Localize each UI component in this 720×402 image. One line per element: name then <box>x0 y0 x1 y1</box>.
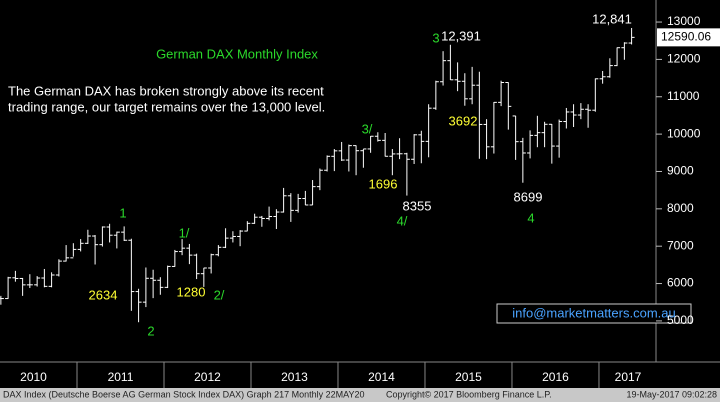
annotation: 1280 <box>177 284 206 299</box>
annotation: 4 <box>527 210 534 225</box>
x-tick-label: 2011 <box>108 370 134 384</box>
x-tick-label: 2015 <box>455 370 482 384</box>
y-tick-label: 6000 <box>667 276 694 290</box>
contact: info@marketmatters.com.au <box>512 305 675 320</box>
y-tick-label: 9000 <box>667 164 694 178</box>
x-tick-label: 2013 <box>281 370 308 384</box>
subtitle-line: The German DAX has broken strongly above… <box>8 83 324 98</box>
footer-text: Copyright© 2017 Bloomberg Finance L.P. <box>386 389 552 399</box>
last-value-box <box>657 28 720 47</box>
annotation: 3 <box>432 30 439 45</box>
annotation: 3692 <box>449 113 478 128</box>
y-tick-label: 5000 <box>667 313 694 327</box>
y-tick-label: 13000 <box>667 14 701 28</box>
contact-box <box>496 303 692 324</box>
annotation: 1696 <box>369 176 398 191</box>
x-tick-label: 2017 <box>615 370 642 384</box>
footer-text: 19-May-2017 09:02:28 <box>626 389 717 399</box>
y-tick-label: 10000 <box>667 126 701 140</box>
footer-bar <box>0 388 720 402</box>
y-tick-label: 7000 <box>667 238 694 252</box>
annotation: 4/ <box>397 213 408 228</box>
y-tick-label: 8000 <box>667 201 694 215</box>
annotation: 12,841 <box>592 11 632 26</box>
annotation: 12,391 <box>441 28 481 43</box>
annotation: 2 <box>147 323 154 338</box>
footer-text: DAX Index (Deutsche Boerse AG German Sto… <box>3 389 365 399</box>
chart-title: German DAX Monthly Index <box>156 46 318 61</box>
x-tick-label: 2014 <box>368 370 395 384</box>
last-value-label: 12590.06 <box>661 30 711 44</box>
annotation: 8699 <box>514 189 543 204</box>
x-tick-label: 2012 <box>194 370 221 384</box>
y-tick-label: 11000 <box>667 89 700 103</box>
x-tick-label: 2010 <box>20 370 47 384</box>
subtitle-line: trading range, our target remains over t… <box>8 99 325 114</box>
annotation: 3/ <box>362 121 373 136</box>
annotation: 2634 <box>89 287 118 302</box>
annotation: 2/ <box>214 287 225 302</box>
annotation: 8355 <box>403 198 432 213</box>
annotation: 1 <box>119 205 126 220</box>
y-tick-label: 12000 <box>667 52 701 66</box>
annotation: 1/ <box>179 225 190 240</box>
x-tick-label: 2016 <box>542 370 569 384</box>
